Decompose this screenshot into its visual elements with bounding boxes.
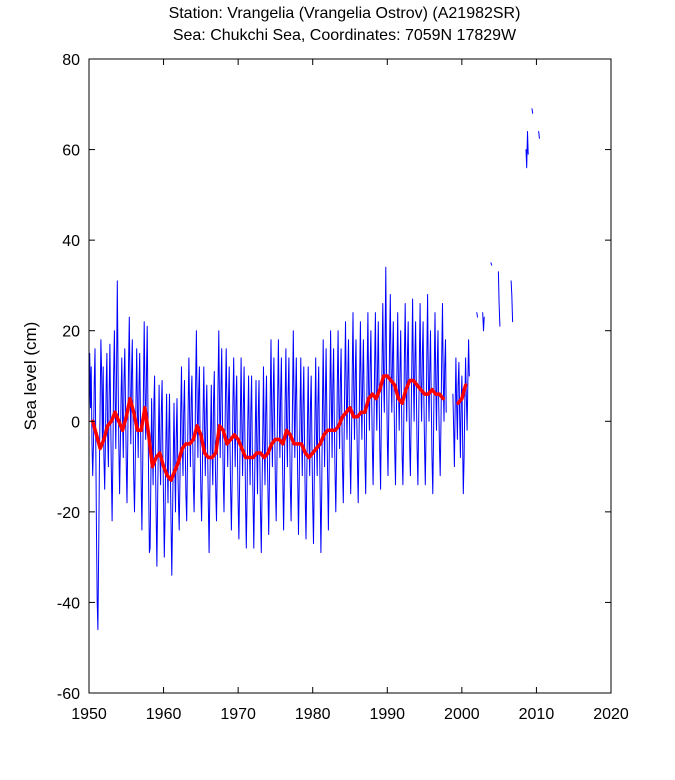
monthly-sea-level-line	[525, 131, 529, 169]
y-axis: -60 -40 -20 0 20 40 60 80	[57, 52, 611, 703]
monthly-sea-level-line	[482, 312, 485, 332]
y-tick-label: 80	[62, 52, 80, 69]
monthly-sea-level-line	[88, 266, 447, 631]
chart-subtitle: Sea: Chukchi Sea, Coordinates: 7059N 178…	[172, 27, 517, 44]
annual-mean-line	[456, 383, 468, 405]
monthly-sea-level-line	[452, 339, 470, 495]
x-tick-label: 2010	[519, 706, 555, 723]
monthly-sea-level-line	[497, 271, 501, 327]
chart-title: Station: Vrangelia (Vrangelia Ostrov) (A…	[168, 5, 521, 22]
monthly-sea-level-line	[531, 108, 534, 114]
series-layer	[88, 108, 540, 631]
monthly-sea-level-line	[538, 131, 540, 139]
x-tick-label: 1980	[295, 706, 331, 723]
y-tick-label: -60	[57, 686, 80, 703]
x-tick-label: 2020	[593, 706, 629, 723]
y-tick-label: 0	[71, 414, 80, 431]
x-tick-label: 1990	[369, 706, 405, 723]
y-tick-label: -20	[57, 505, 80, 522]
y-tick-label: 60	[62, 143, 80, 160]
y-axis-label: Sea level (cm)	[21, 322, 40, 431]
y-tick-label: 20	[62, 324, 80, 341]
y-tick-label: -40	[57, 595, 80, 612]
y-tick-label: 40	[62, 233, 80, 250]
x-axis: 1950 1960 1970 1980 1990 2000 2010 2020	[71, 59, 629, 723]
monthly-sea-level-line	[490, 262, 493, 266]
annual-mean-line	[90, 374, 445, 482]
monthly-sea-level-line	[476, 312, 478, 318]
x-tick-label: 1960	[146, 706, 182, 723]
x-tick-label: 2000	[444, 706, 480, 723]
x-tick-label: 1970	[220, 706, 256, 723]
x-tick-label: 1950	[71, 706, 107, 723]
monthly-sea-level-line	[510, 280, 514, 323]
plot-frame	[88, 58, 612, 694]
